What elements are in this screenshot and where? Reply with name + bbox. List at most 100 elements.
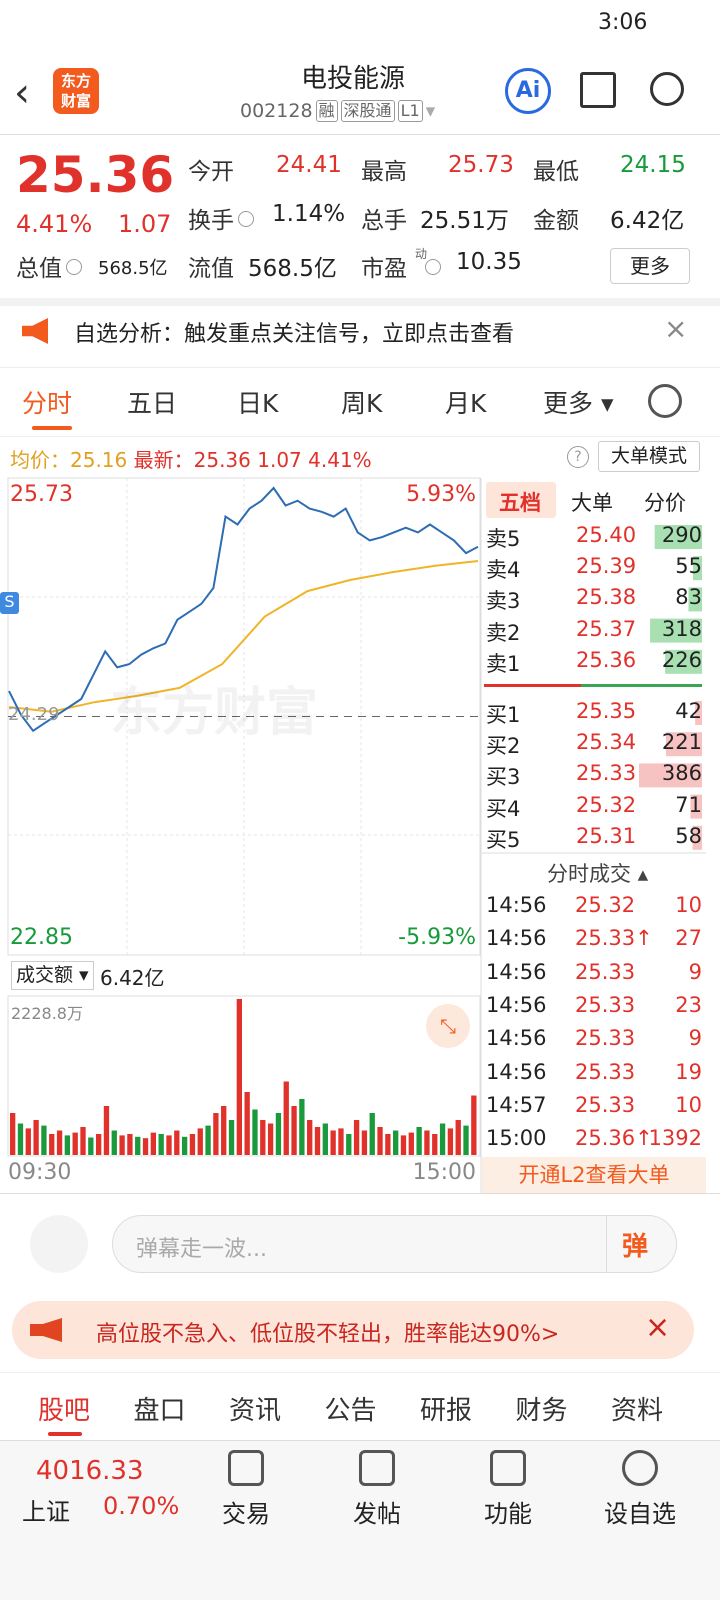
- book-label: 买1: [486, 703, 521, 727]
- trade-time: 15:00: [486, 1126, 547, 1151]
- volume-total: 6.42亿: [100, 966, 165, 990]
- trade-time: 14:56: [486, 959, 547, 984]
- ai-button[interactable]: Ai: [505, 68, 551, 114]
- book-vol: 221: [661, 730, 702, 755]
- bottom-tab-indicator: [48, 1432, 82, 1436]
- book-divider: [484, 684, 581, 687]
- danmu-icon[interactable]: [30, 1215, 88, 1273]
- depth-bar: [692, 825, 702, 850]
- volume-bar: [142, 1138, 149, 1155]
- book-label: 卖3: [486, 589, 521, 614]
- book-price: 25.40: [576, 523, 637, 547]
- volume-bar: [338, 1128, 344, 1155]
- book-vol: 226: [661, 647, 702, 672]
- book-tab[interactable]: 五档: [499, 491, 541, 515]
- more-button[interactable]: 更多: [610, 248, 690, 284]
- trade-price: 25.36↑: [575, 1126, 653, 1151]
- field-value: 568.5亿: [98, 258, 168, 279]
- footer-icon[interactable]: [490, 1450, 526, 1486]
- marker[interactable]: S: [0, 592, 19, 614]
- trade-time: 14:56: [486, 893, 547, 917]
- trade-vol: 9: [688, 1026, 702, 1051]
- footer-button[interactable]: 功能: [484, 1500, 532, 1528]
- back[interactable]: ‹: [14, 70, 30, 116]
- trade-price: 25.32: [575, 893, 636, 917]
- footer-icon[interactable]: [359, 1450, 395, 1486]
- ymin: 22.85: [10, 925, 73, 950]
- tab[interactable]: 日K: [237, 389, 279, 418]
- volume-bar: [80, 1127, 86, 1155]
- info-icon[interactable]: [425, 259, 441, 275]
- field-label: 总值: [16, 256, 62, 282]
- book-tab[interactable]: 大单: [571, 491, 613, 515]
- trade-price: 25.33: [575, 1092, 636, 1117]
- bottom-tab[interactable]: 资料: [611, 1396, 664, 1426]
- l2-banner[interactable]: 开通L2查看大单: [482, 1157, 706, 1193]
- book-tab[interactable]: 分价: [644, 491, 686, 515]
- volume-bar: [252, 1109, 258, 1155]
- tab[interactable]: 周K: [341, 389, 383, 418]
- ad-bar[interactable]: [12, 1301, 694, 1359]
- ad-close[interactable]: ×: [645, 1310, 671, 1345]
- volume-bar: [213, 1113, 219, 1155]
- mode-button[interactable]: 大单模式: [598, 441, 700, 472]
- footer-button[interactable]: 发帖: [353, 1500, 401, 1528]
- index-pct: 0.70%: [103, 1492, 180, 1520]
- share-icon[interactable]: [580, 72, 616, 108]
- tab[interactable]: 五日: [127, 389, 178, 418]
- tab[interactable]: 分时: [22, 389, 73, 418]
- expand[interactable]: ⤡: [426, 1004, 470, 1048]
- bottom-tab[interactable]: 研报: [420, 1396, 473, 1426]
- book-vol: 290: [661, 523, 702, 547]
- volume-bar: [471, 1095, 477, 1155]
- notice-bar[interactable]: [0, 298, 720, 368]
- settings-icon[interactable]: [648, 384, 682, 418]
- price-line: [8, 486, 479, 733]
- field-value: 24.41: [276, 152, 342, 178]
- volume-bar: [150, 1132, 157, 1155]
- bottom-tab[interactable]: 资讯: [229, 1396, 282, 1426]
- trade-time: 14:56: [486, 926, 547, 951]
- logo-text: 财富: [60, 92, 91, 110]
- volume-bar: [377, 1127, 383, 1155]
- depth-bar: [654, 525, 702, 549]
- trade-time: 14:56: [486, 1059, 547, 1084]
- watermark: 东方财富: [110, 683, 319, 743]
- bottom-tab[interactable]: 股吧: [38, 1396, 91, 1426]
- footer-icon[interactable]: [228, 1450, 264, 1486]
- depth-bar: [650, 618, 702, 643]
- footer-button[interactable]: 设自选: [604, 1500, 676, 1528]
- help-icon[interactable]: ?: [567, 446, 589, 468]
- volume-select[interactable]: 成交额 ▾: [11, 961, 94, 990]
- trade-price: 25.33: [575, 992, 636, 1017]
- danmu-placeholder: 弹幕走一波...: [136, 1237, 267, 1262]
- footer-button[interactable]: 交易: [222, 1500, 270, 1528]
- info-icon[interactable]: [66, 259, 82, 275]
- footer-icon[interactable]: [622, 1450, 658, 1486]
- depth-bar: [693, 556, 702, 581]
- danmu-input[interactable]: [112, 1215, 677, 1273]
- volume-bar: [181, 1136, 188, 1155]
- book-vol: 58: [675, 823, 702, 848]
- depth-bar: [695, 701, 702, 725]
- change: 1.07: [118, 210, 172, 238]
- bottom-tab[interactable]: 公告: [324, 1396, 377, 1426]
- search-icon[interactable]: [650, 72, 684, 106]
- dropdown[interactable]: ▾: [425, 100, 436, 122]
- close[interactable]: ×: [664, 312, 688, 345]
- volume-bar: [424, 1130, 430, 1155]
- field-label: 最低: [533, 159, 579, 185]
- volume-bar: [221, 1106, 227, 1155]
- bottom-tab[interactable]: 盘口: [133, 1396, 186, 1426]
- volume-bar: [49, 1134, 55, 1155]
- info-icon[interactable]: [238, 211, 254, 227]
- field-sup: 动: [415, 247, 428, 261]
- danmu-button[interactable]: 弹: [622, 1232, 649, 1262]
- volume-bar: [197, 1128, 203, 1155]
- volume-bar: [135, 1136, 141, 1155]
- bottom-tab[interactable]: 财务: [515, 1396, 568, 1426]
- tab[interactable]: 月K: [445, 389, 487, 418]
- tab[interactable]: 更多 ▾: [543, 389, 614, 418]
- book-vol: 55: [675, 554, 702, 579]
- tag: 融: [315, 100, 338, 122]
